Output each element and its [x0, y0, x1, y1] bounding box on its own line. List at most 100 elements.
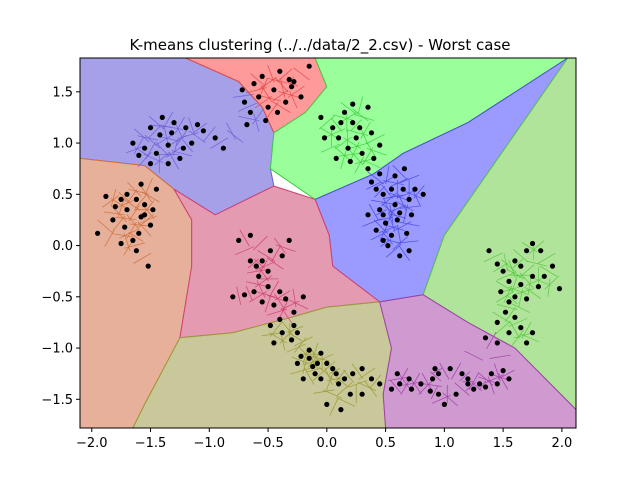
voronoi-edge [464, 350, 484, 361]
voronoi-edge [324, 361, 336, 371]
voronoi-edge [336, 397, 356, 407]
voronoi-edge [287, 81, 299, 87]
data-point [368, 376, 375, 382]
voronoi-edge [236, 286, 242, 305]
voronoi-edge [392, 165, 407, 180]
data-point [118, 196, 124, 202]
data-point [291, 79, 297, 85]
data-point [336, 381, 342, 387]
data-point [549, 263, 556, 269]
voronoi-edge [431, 367, 443, 375]
voronoi-edge [103, 211, 125, 216]
voronoi-edge [287, 85, 305, 98]
y-tick-label: 0.5 [52, 188, 73, 203]
voronoi-edge [134, 195, 147, 209]
data-point [524, 296, 530, 302]
data-point [368, 179, 375, 185]
x-tick-label: −1.0 [194, 436, 226, 451]
data-point [500, 368, 506, 374]
data-point [394, 371, 400, 377]
data-point [289, 337, 295, 343]
data-point [406, 196, 412, 202]
data-point [368, 130, 375, 136]
data-point [321, 135, 328, 141]
voronoi-edge [364, 381, 378, 397]
data-point [112, 204, 118, 210]
data-point [251, 81, 257, 87]
voronoi-edge [539, 265, 558, 277]
data-point [502, 309, 509, 315]
voronoi-edge [110, 188, 117, 207]
y-tick-label: 0.0 [52, 239, 73, 254]
data-point [265, 268, 271, 274]
voronoi-edge [159, 136, 181, 142]
data-point [289, 84, 295, 90]
voronoi-edge [431, 394, 452, 404]
data-point [241, 292, 248, 298]
data-point [345, 145, 351, 151]
data-point [359, 391, 365, 397]
voronoi-edge [126, 214, 140, 230]
data-point [506, 330, 512, 336]
data-point [477, 381, 483, 387]
data-point [453, 391, 459, 397]
voronoi-edge [350, 119, 362, 131]
voronoi-edge [442, 392, 458, 407]
data-point [541, 273, 547, 279]
voronoi-edge [389, 192, 409, 202]
data-point [263, 117, 269, 124]
voronoi-edge [189, 130, 206, 144]
cluster-region-9 [379, 294, 576, 428]
voronoi-edge [110, 198, 126, 208]
data-point [330, 366, 336, 372]
data-point [291, 309, 297, 315]
data-point [247, 232, 253, 238]
voronoi-edge [133, 252, 152, 264]
data-point [359, 366, 365, 372]
voronoi-edge [286, 331, 303, 342]
voronoi-cell-edges [97, 64, 560, 416]
voronoi-edge [399, 174, 420, 184]
voronoi-edge [324, 367, 333, 386]
voronoi-edge [290, 367, 311, 375]
data-point [371, 155, 377, 161]
data-point [518, 281, 524, 288]
voronoi-edge [503, 285, 513, 303]
voronoi-edge [253, 258, 265, 269]
data-point [441, 401, 447, 407]
voronoi-edge [496, 291, 514, 303]
voronoi-edge [226, 122, 236, 140]
voronoi-edge [389, 177, 409, 188]
voronoi-edge [286, 343, 306, 353]
voronoi-edge [311, 361, 319, 369]
voronoi-edge [124, 242, 145, 249]
voronoi-edge [171, 150, 192, 157]
voronoi-edge [347, 380, 368, 388]
voronoi-edge [391, 214, 407, 219]
voronoi-edge [350, 142, 360, 160]
data-point [377, 142, 383, 148]
voronoi-edge [537, 252, 556, 264]
voronoi-edge [274, 293, 286, 311]
data-point [241, 99, 248, 105]
data-point [133, 248, 139, 254]
voronoi-edge [102, 195, 120, 208]
voronoi-edge [410, 378, 422, 395]
data-point [538, 248, 544, 254]
voronoi-edge [137, 221, 152, 237]
voronoi-edge [247, 258, 259, 269]
voronoi-edge [141, 191, 160, 203]
data-point [142, 202, 148, 208]
voronoi-edge [507, 286, 528, 295]
voronoi-edge [306, 367, 322, 373]
data-point [430, 376, 436, 382]
data-point [524, 340, 530, 346]
voronoi-edge [361, 159, 381, 169]
data-point [392, 202, 398, 208]
voronoi-edge [168, 135, 187, 146]
voronoi-edge [380, 238, 392, 248]
voronoi-edge [143, 153, 164, 163]
voronoi-edge [165, 145, 183, 158]
y-tick-label: 1.5 [52, 85, 73, 100]
